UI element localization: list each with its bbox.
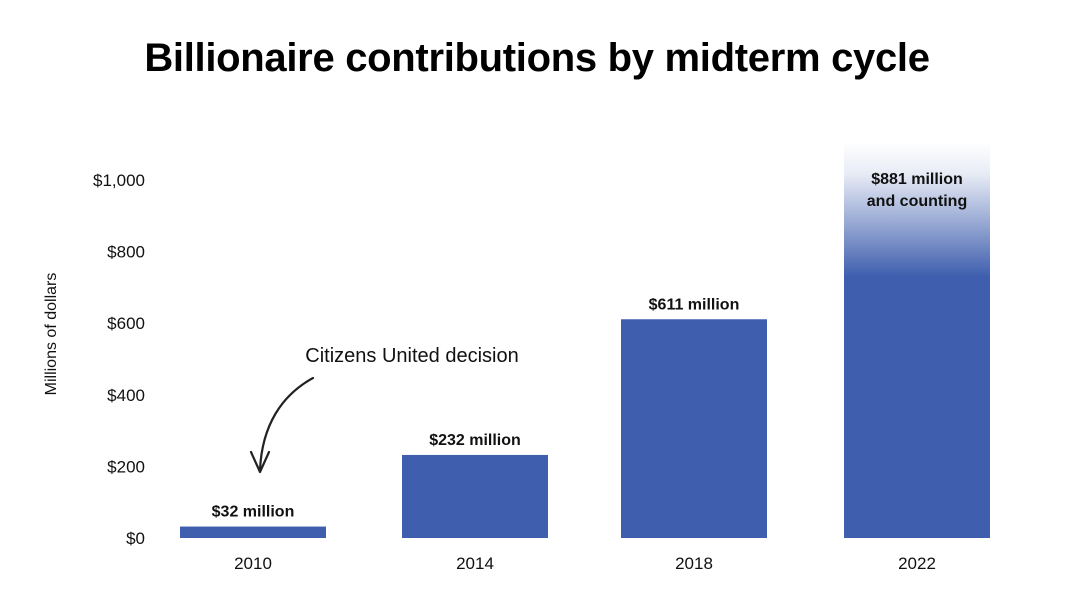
bar-2010 <box>180 526 326 538</box>
data-label: $232 million <box>429 432 521 449</box>
y-tick-label: $800 <box>107 243 145 262</box>
data-label: $32 million <box>212 504 295 521</box>
annotation-arrowhead <box>249 450 271 474</box>
bars <box>180 142 990 538</box>
y-tick-label: $1,000 <box>93 171 145 190</box>
bar-2022 <box>844 142 990 538</box>
y-tick-label: $400 <box>107 386 145 405</box>
bar-2018 <box>621 319 767 538</box>
x-axis: 2010 2014 2018 2022 <box>234 554 936 573</box>
data-label: $881 million <box>871 171 963 188</box>
y-tick-label: $0 <box>126 529 145 548</box>
chart-title: Billionaire contributions by midterm cyc… <box>144 36 930 80</box>
data-label: and counting <box>867 193 967 210</box>
y-axis: $0 $200 $400 $600 $800 $1,000 <box>93 171 145 548</box>
bar-2014 <box>402 454 548 538</box>
y-axis-label: Millions of dollars <box>43 273 60 396</box>
y-tick-label: $200 <box>107 457 145 476</box>
x-tick-label: 2018 <box>675 554 713 573</box>
data-label: $611 million <box>649 296 740 313</box>
x-tick-label: 2022 <box>898 554 936 573</box>
data-labels: $32 million $232 million $611 million $881 … <box>212 171 968 521</box>
annotation-arrow <box>258 376 315 472</box>
annotation: Citizens United decision <box>249 345 519 474</box>
x-tick-label: 2010 <box>234 554 272 573</box>
y-tick-label: $600 <box>107 314 145 333</box>
x-tick-label: 2014 <box>456 554 494 573</box>
annotation-text: Citizens United decision <box>305 345 518 367</box>
